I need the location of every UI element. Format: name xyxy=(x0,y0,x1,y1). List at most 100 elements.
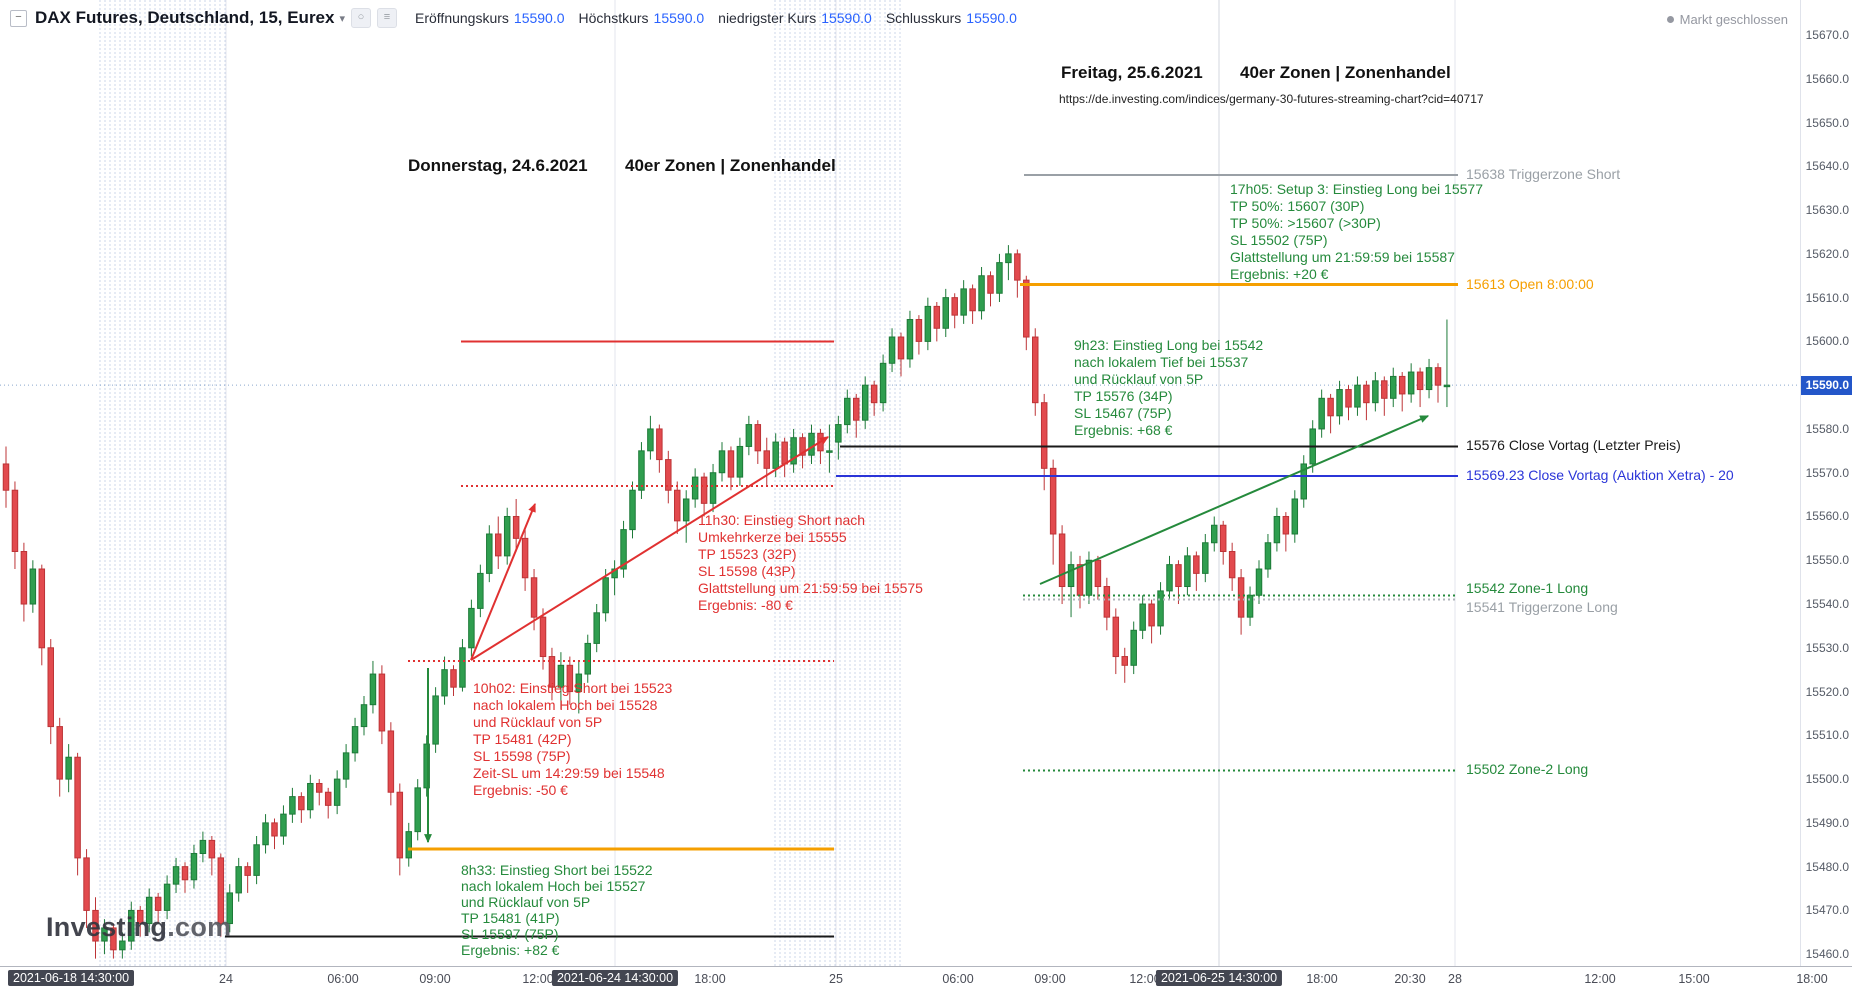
candle xyxy=(647,415,654,460)
candle xyxy=(512,498,520,552)
settings-icon[interactable]: ≡ xyxy=(377,8,397,28)
trend-arrow xyxy=(1039,415,1430,585)
time-label: 06:00 xyxy=(327,972,359,986)
price-tick: 15560.0 xyxy=(1805,509,1849,524)
time-label: 28 xyxy=(1448,972,1462,986)
price-tick: 15610.0 xyxy=(1805,290,1849,305)
price-tick: 15620.0 xyxy=(1805,246,1849,261)
ohlc-low-label: niedrigster Kurs xyxy=(718,10,817,26)
market-status: Markt geschlossen xyxy=(1666,12,1788,27)
time-label: 18:00 xyxy=(1306,972,1338,986)
candle xyxy=(1282,512,1290,552)
candle xyxy=(477,564,484,618)
candle xyxy=(906,310,914,368)
ohlc-close: Schlusskurs 15590.0 xyxy=(886,10,1017,26)
time-label: 12:00 xyxy=(1129,972,1161,986)
candle xyxy=(1237,569,1245,635)
candle xyxy=(521,529,529,591)
candle xyxy=(1005,245,1012,281)
candle xyxy=(1390,367,1397,408)
candle xyxy=(1121,647,1128,683)
candle xyxy=(745,415,753,456)
price-tick: 15500.0 xyxy=(1805,772,1849,787)
candle xyxy=(539,608,547,670)
candle xyxy=(128,901,135,950)
candle xyxy=(83,849,90,928)
candle xyxy=(1058,525,1066,605)
chart-canvas[interactable] xyxy=(0,0,1800,966)
candle xyxy=(450,665,457,696)
levels-layer xyxy=(225,174,1458,938)
symbol-title[interactable]: DAX Futures, Deutschland, 15, Eurex xyxy=(35,8,335,27)
candle xyxy=(378,665,386,745)
candle xyxy=(441,656,448,705)
candle xyxy=(342,744,350,788)
chart-header: − DAX Futures, Deutschland, 15, Eurex ▾ … xyxy=(10,8,1031,28)
price-tick: 15490.0 xyxy=(1805,815,1849,830)
time-label: 12:00 xyxy=(1584,972,1616,986)
candle xyxy=(781,437,788,478)
candle xyxy=(826,424,833,473)
price-tick: 15650.0 xyxy=(1805,115,1849,130)
candle xyxy=(969,284,976,324)
candle xyxy=(709,463,717,513)
price-axis[interactable]: 15670.0 15660.0 15650.0 15640.0 15630.0 15620… xyxy=(1800,0,1852,966)
candle xyxy=(1139,595,1146,640)
trend-arrow xyxy=(470,502,536,661)
time-label: 2021-06-25 14:30:00 xyxy=(1155,970,1283,986)
price-tick: 15640.0 xyxy=(1805,159,1849,174)
candle xyxy=(665,450,672,504)
candle xyxy=(700,472,708,517)
candle xyxy=(235,857,242,902)
candle xyxy=(861,376,869,429)
candle xyxy=(262,814,269,854)
candle xyxy=(1246,586,1254,626)
price-tick: 15630.0 xyxy=(1805,203,1849,218)
candle xyxy=(324,787,332,819)
candle xyxy=(1327,393,1334,434)
candle xyxy=(1175,560,1182,605)
chevron-down-icon[interactable]: ▾ xyxy=(339,12,345,25)
candle xyxy=(459,639,466,692)
collapse-legend-icon[interactable]: − xyxy=(10,9,27,27)
candle xyxy=(423,735,430,797)
investing-logo-brand: Investing xyxy=(46,912,168,942)
candle xyxy=(897,332,905,377)
current-price-badge: 15590.0 xyxy=(1801,375,1852,395)
candle xyxy=(396,783,404,876)
candle xyxy=(790,428,797,473)
candle xyxy=(682,490,690,543)
candle xyxy=(172,857,180,893)
candle xyxy=(978,266,985,320)
candle xyxy=(1354,376,1361,416)
ohlc-row: Eröffnungskurs 15590.0 Höchstkurs 15590.0 ni… xyxy=(415,10,1031,26)
candle xyxy=(503,507,511,565)
candle xyxy=(1103,577,1111,631)
candle xyxy=(817,428,824,464)
candle xyxy=(1202,533,1209,583)
price-tick: 15660.0 xyxy=(1805,71,1849,86)
session-lines-layer xyxy=(225,0,1456,966)
candle xyxy=(208,836,216,876)
candle xyxy=(1157,582,1164,635)
price-tick: 15530.0 xyxy=(1805,640,1849,655)
time-axis[interactable]: 2021-06-18 14:30:00 24 06:00 09:00 12:00 2021… xyxy=(0,966,1852,991)
visibility-icon[interactable]: ○ xyxy=(351,8,371,28)
candle xyxy=(101,919,108,955)
candle xyxy=(1219,520,1227,565)
candle xyxy=(602,569,609,622)
investing-logo: Investing.com xyxy=(46,912,231,943)
candle xyxy=(1300,455,1307,508)
candle xyxy=(691,468,699,508)
candle xyxy=(1094,555,1102,600)
candle xyxy=(199,831,207,863)
arrows-layer xyxy=(424,415,1430,844)
price-tick: 15480.0 xyxy=(1805,859,1849,874)
candle xyxy=(1416,367,1424,408)
candle xyxy=(1130,621,1137,675)
candle xyxy=(853,393,860,438)
candle xyxy=(656,424,663,473)
time-label: 09:00 xyxy=(1034,972,1066,986)
time-label: 06:00 xyxy=(942,972,974,986)
candle xyxy=(316,779,323,806)
